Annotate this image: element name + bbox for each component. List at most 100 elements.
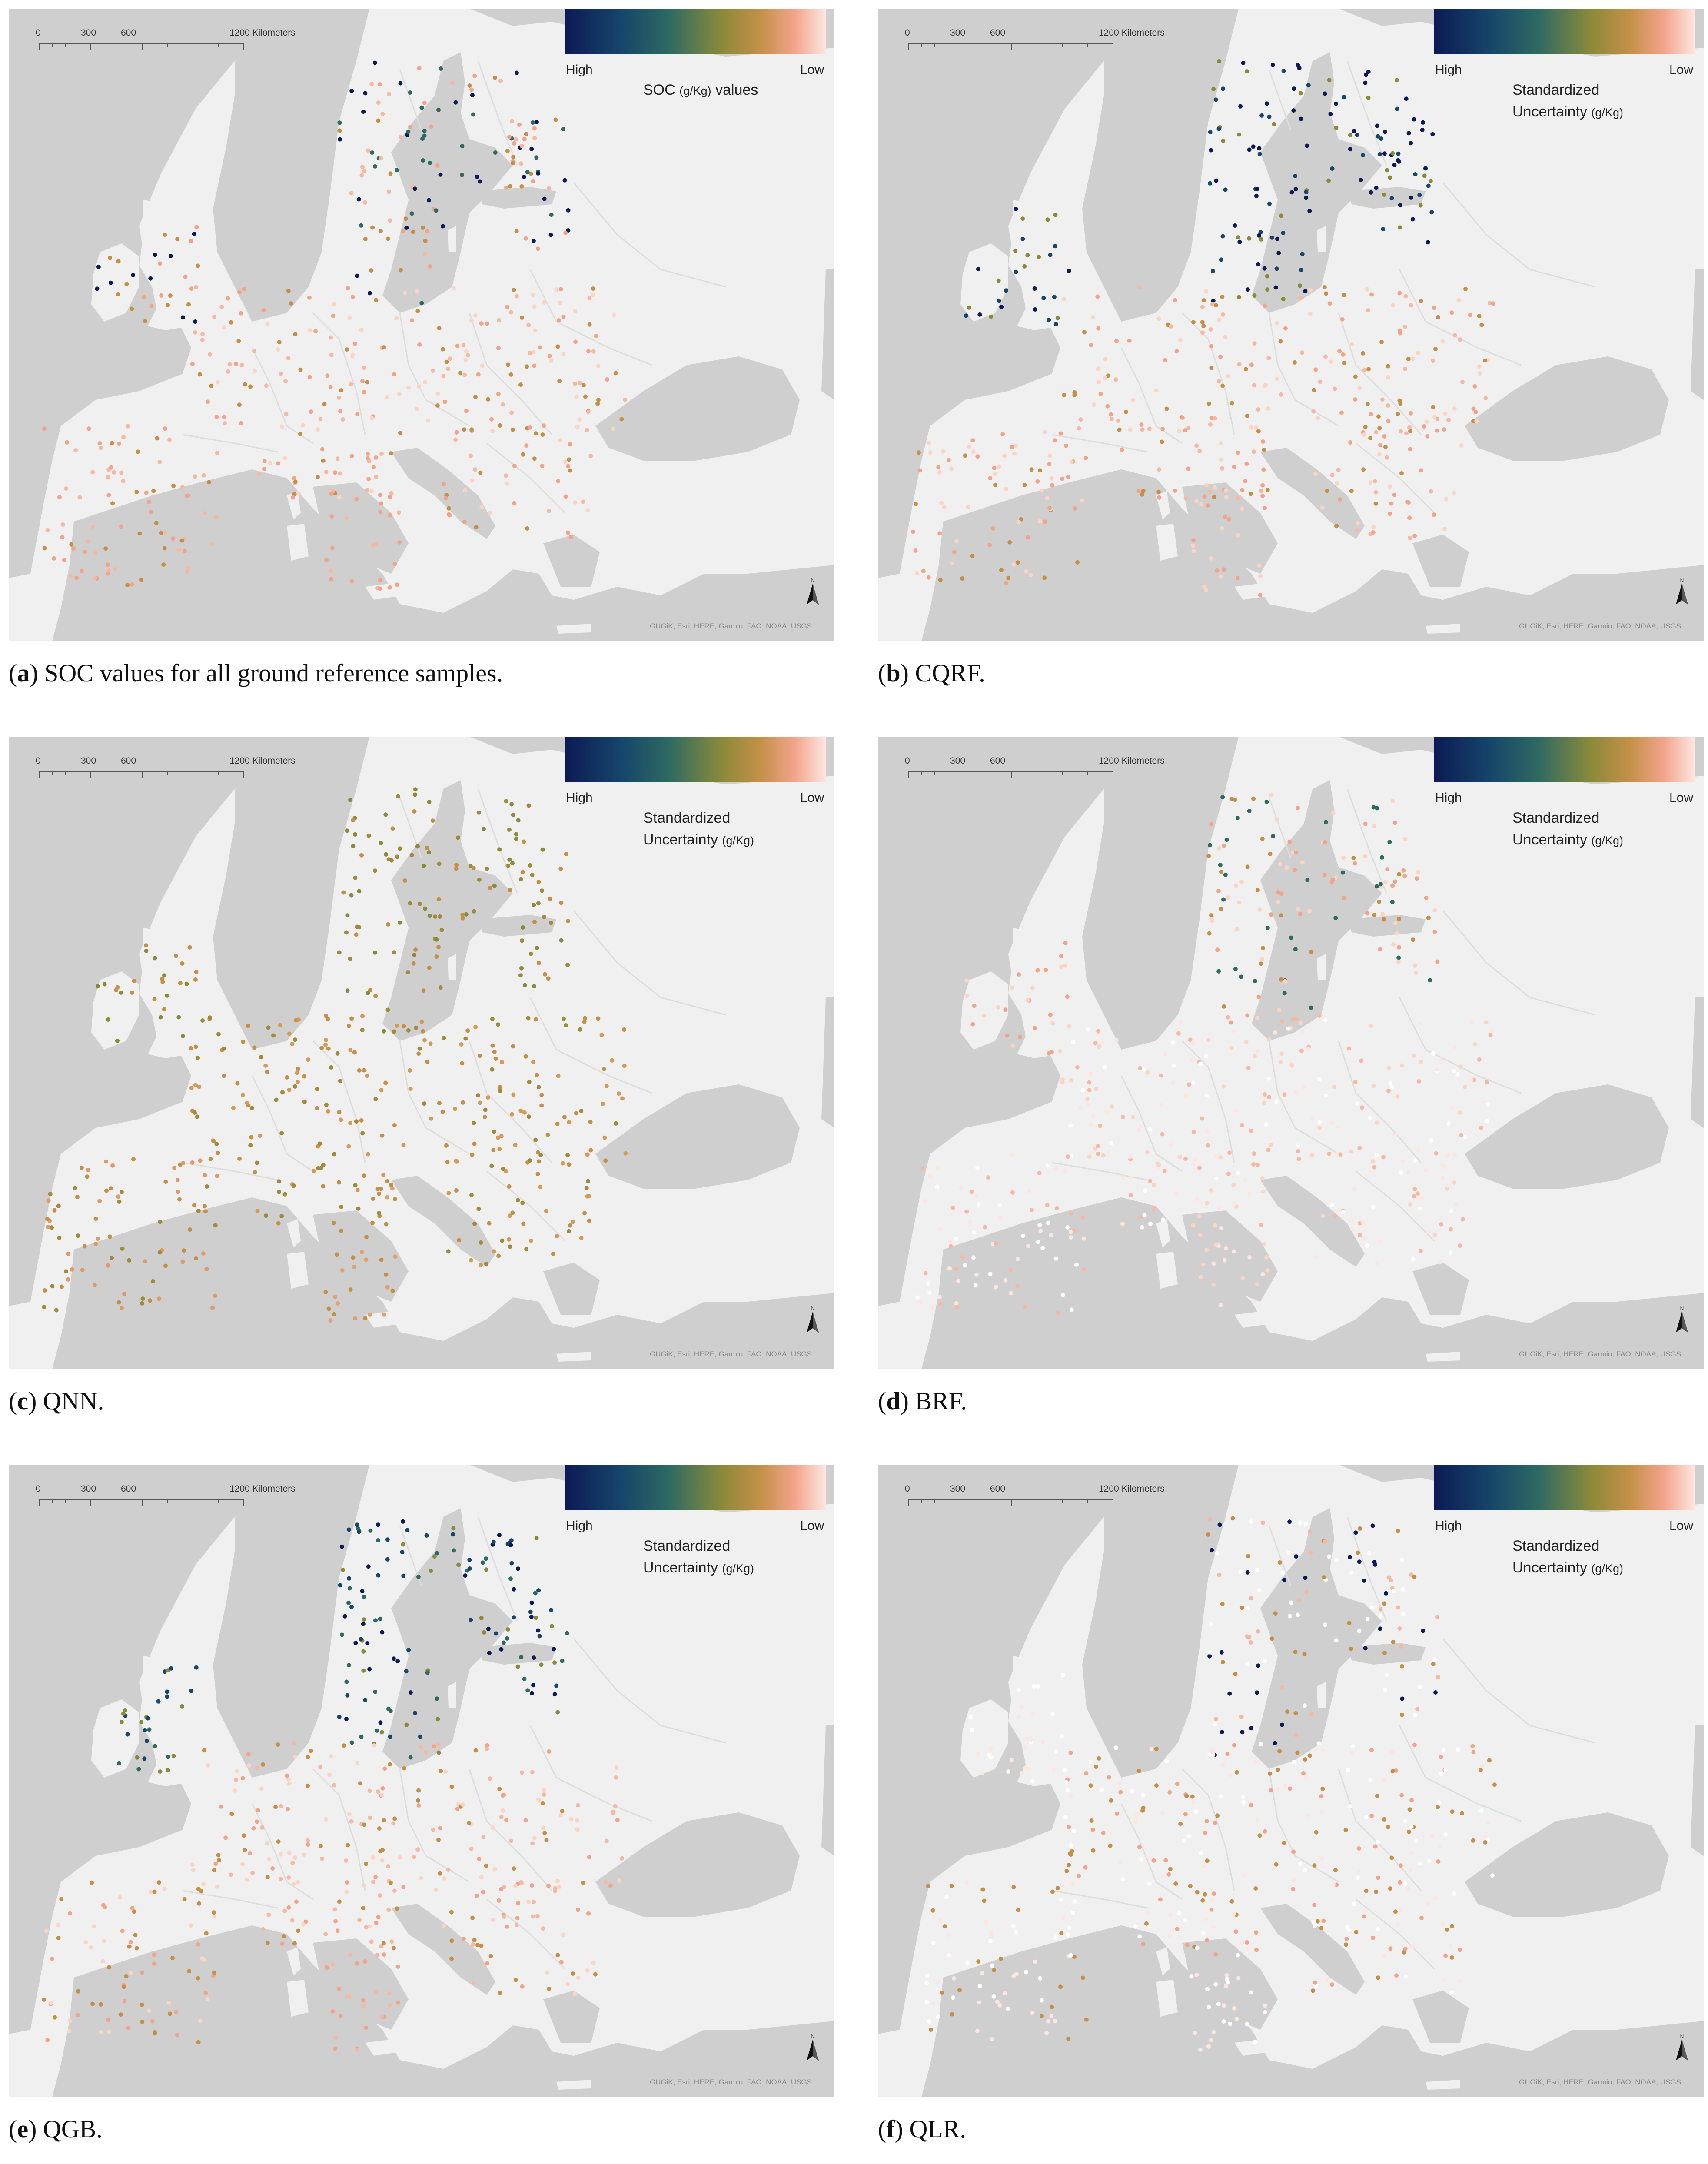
sample-point: [1378, 1614, 1383, 1619]
sample-point: [549, 213, 554, 217]
sample-point: [936, 1980, 941, 1985]
sample-point: [1483, 1840, 1488, 1845]
sample-point: [341, 417, 346, 422]
sample-point: [576, 1803, 580, 1808]
sample-point: [1167, 1790, 1172, 1795]
sample-point: [200, 332, 205, 336]
sample-point: [132, 979, 136, 983]
sample-point: [1317, 1120, 1322, 1124]
sample-point: [1363, 425, 1368, 429]
sample-point: [1276, 890, 1281, 894]
sample-point: [1029, 1208, 1034, 1212]
sample-point: [993, 482, 997, 487]
sample-point: [1151, 1183, 1156, 1187]
sample-point: [1409, 1825, 1414, 1829]
sample-point: [514, 229, 519, 234]
sample-point: [545, 1970, 549, 1975]
sample-point: [379, 1088, 384, 1093]
sample-point: [574, 394, 579, 399]
sample-point: [348, 1952, 352, 1957]
sample-point: [1477, 364, 1482, 369]
sample-point: [1443, 1953, 1448, 1958]
sample-point: [446, 366, 451, 371]
sample-point: [558, 287, 563, 292]
sample-point: [594, 333, 598, 338]
sample-point: [957, 1988, 962, 1992]
sample-point: [1145, 1911, 1150, 1916]
sample-point: [344, 1858, 349, 1863]
sample-point: [533, 1017, 538, 1022]
sample-point: [1058, 1984, 1063, 1989]
sample-point: [1206, 1532, 1210, 1537]
sample-point: [588, 1148, 593, 1153]
sample-point: [410, 318, 415, 323]
sample-point: [544, 1838, 549, 1842]
sample-point: [1159, 1103, 1163, 1107]
sample-point: [1415, 1707, 1419, 1712]
sample-point: [472, 1938, 477, 1942]
legend-low-label: Low: [800, 1519, 824, 1533]
sample-point: [277, 1190, 282, 1194]
sample-point: [186, 302, 191, 307]
sample-point: [326, 1306, 331, 1311]
sample-point: [1115, 1812, 1119, 1816]
sample-point: [95, 984, 100, 989]
sample-point: [311, 1169, 316, 1173]
sample-point: [1369, 190, 1373, 195]
sample-point: [1246, 1554, 1251, 1559]
sample-point: [1338, 1152, 1343, 1157]
sample-point: [454, 1188, 459, 1193]
sample-point: [1456, 298, 1461, 302]
sample-point: [1183, 496, 1188, 500]
sample-point: [1376, 1975, 1380, 1980]
sample-point: [469, 1258, 473, 1263]
sample-point: [1072, 1899, 1077, 1904]
sample-point: [1202, 584, 1207, 589]
sample-point: [454, 430, 459, 435]
sample-point: [972, 1004, 977, 1008]
sample-point: [536, 880, 541, 884]
sample-point: [140, 1301, 144, 1306]
sample-point: [1107, 1775, 1111, 1780]
sample-point: [1368, 480, 1373, 485]
sample-point: [1457, 1948, 1462, 1952]
sample-point: [1362, 1578, 1366, 1583]
sample-point: [1309, 1005, 1313, 1010]
sample-point: [533, 1591, 538, 1596]
sample-point: [1273, 1611, 1278, 1616]
sample-point: [64, 1269, 68, 1274]
map-panel-c: 0 300 600 1200 Kilometers High Low Stand…: [9, 737, 834, 1369]
sample-point: [1259, 957, 1264, 962]
sample-point: [1330, 473, 1335, 478]
sample-point: [329, 335, 333, 340]
sample-point: [1239, 879, 1244, 884]
sample-point: [1485, 1080, 1489, 1085]
sample-point: [479, 321, 484, 326]
sample-point: [1255, 888, 1260, 893]
sample-point: [1446, 1121, 1451, 1126]
sample-point: [553, 117, 558, 122]
sample-point: [1303, 1703, 1307, 1708]
sample-point: [318, 1844, 323, 1848]
sample-point: [346, 286, 350, 291]
sample-point: [558, 866, 563, 871]
sample-point: [214, 415, 219, 419]
sample-point: [362, 1173, 366, 1178]
sample-point: [1084, 1771, 1089, 1775]
sample-point: [467, 83, 472, 88]
sample-point: [1323, 840, 1327, 844]
sample-point: [437, 861, 442, 866]
sample-point: [1442, 427, 1446, 432]
sample-point: [379, 1730, 384, 1735]
sample-point: [1220, 1660, 1225, 1665]
sample-point: [1109, 417, 1114, 422]
sample-point: [604, 1838, 609, 1843]
sample-point: [1027, 1766, 1032, 1771]
sample-point: [557, 318, 562, 323]
sample-point: [490, 429, 495, 433]
sample-point: [613, 371, 618, 376]
sample-point: [42, 1997, 46, 2002]
sample-point: [250, 1871, 255, 1875]
sample-point: [1163, 1858, 1168, 1863]
sample-point: [1168, 1867, 1173, 1871]
